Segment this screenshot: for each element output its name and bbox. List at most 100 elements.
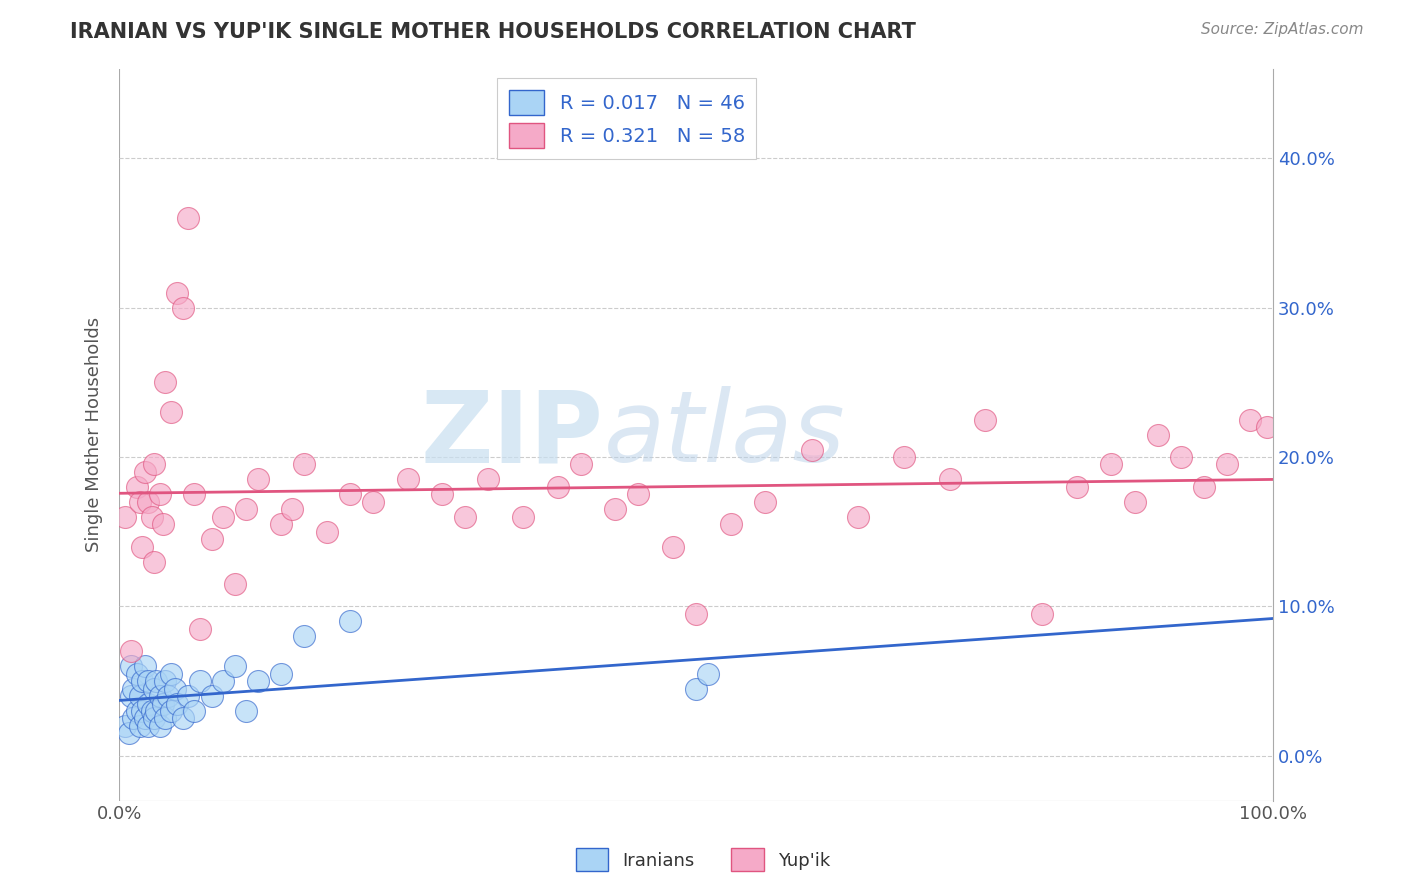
Point bbox=[1192, 480, 1215, 494]
Point bbox=[339, 615, 361, 629]
Point bbox=[183, 487, 205, 501]
Point bbox=[172, 711, 194, 725]
Point bbox=[125, 704, 148, 718]
Point bbox=[188, 622, 211, 636]
Point bbox=[166, 697, 188, 711]
Point bbox=[149, 487, 172, 501]
Point bbox=[696, 666, 718, 681]
Point bbox=[1031, 607, 1053, 621]
Point bbox=[120, 689, 142, 703]
Point bbox=[136, 674, 159, 689]
Text: IRANIAN VS YUP'IK SINGLE MOTHER HOUSEHOLDS CORRELATION CHART: IRANIAN VS YUP'IK SINGLE MOTHER HOUSEHOL… bbox=[70, 22, 917, 42]
Point bbox=[131, 674, 153, 689]
Point bbox=[114, 719, 136, 733]
Point bbox=[129, 689, 152, 703]
Point bbox=[160, 666, 183, 681]
Point bbox=[512, 509, 534, 524]
Point bbox=[160, 405, 183, 419]
Point bbox=[155, 674, 177, 689]
Point bbox=[224, 659, 246, 673]
Text: atlas: atlas bbox=[603, 386, 845, 483]
Point bbox=[846, 509, 869, 524]
Point bbox=[893, 450, 915, 464]
Point bbox=[163, 681, 186, 696]
Point bbox=[152, 517, 174, 532]
Point bbox=[114, 509, 136, 524]
Point bbox=[177, 689, 200, 703]
Point bbox=[117, 726, 139, 740]
Point bbox=[200, 532, 222, 546]
Point bbox=[720, 517, 742, 532]
Point bbox=[1256, 420, 1278, 434]
Point bbox=[270, 517, 292, 532]
Point bbox=[200, 689, 222, 703]
Point bbox=[152, 697, 174, 711]
Point bbox=[142, 711, 165, 725]
Point bbox=[316, 524, 339, 539]
Point bbox=[685, 607, 707, 621]
Point bbox=[166, 285, 188, 300]
Point bbox=[188, 674, 211, 689]
Point bbox=[1216, 458, 1239, 472]
Point bbox=[270, 666, 292, 681]
Point bbox=[477, 472, 499, 486]
Point bbox=[122, 681, 145, 696]
Point bbox=[125, 666, 148, 681]
Point bbox=[1066, 480, 1088, 494]
Legend: R = 0.017   N = 46, R = 0.321   N = 58: R = 0.017 N = 46, R = 0.321 N = 58 bbox=[498, 78, 756, 160]
Point bbox=[432, 487, 454, 501]
Point bbox=[1101, 458, 1123, 472]
Point bbox=[120, 659, 142, 673]
Legend: Iranians, Yup'ik: Iranians, Yup'ik bbox=[568, 841, 838, 879]
Point bbox=[246, 472, 269, 486]
Text: ZIP: ZIP bbox=[420, 386, 603, 483]
Point bbox=[142, 555, 165, 569]
Y-axis label: Single Mother Households: Single Mother Households bbox=[86, 317, 103, 552]
Point bbox=[149, 719, 172, 733]
Point bbox=[160, 704, 183, 718]
Point bbox=[136, 719, 159, 733]
Point bbox=[145, 704, 167, 718]
Point bbox=[141, 509, 163, 524]
Point bbox=[754, 495, 776, 509]
Point bbox=[141, 704, 163, 718]
Point bbox=[134, 711, 156, 725]
Point bbox=[1170, 450, 1192, 464]
Point bbox=[454, 509, 477, 524]
Point bbox=[235, 502, 257, 516]
Point bbox=[134, 465, 156, 479]
Point bbox=[142, 681, 165, 696]
Point bbox=[235, 704, 257, 718]
Point bbox=[292, 458, 315, 472]
Point bbox=[973, 412, 995, 426]
Point bbox=[129, 495, 152, 509]
Point bbox=[246, 674, 269, 689]
Text: Source: ZipAtlas.com: Source: ZipAtlas.com bbox=[1201, 22, 1364, 37]
Point bbox=[177, 211, 200, 225]
Point bbox=[685, 681, 707, 696]
Point bbox=[134, 659, 156, 673]
Point bbox=[292, 629, 315, 643]
Point bbox=[1146, 427, 1168, 442]
Point bbox=[129, 719, 152, 733]
Point bbox=[339, 487, 361, 501]
Point bbox=[212, 509, 235, 524]
Point bbox=[155, 711, 177, 725]
Point bbox=[136, 697, 159, 711]
Point bbox=[800, 442, 823, 457]
Point bbox=[149, 689, 172, 703]
Point bbox=[605, 502, 627, 516]
Point bbox=[142, 458, 165, 472]
Point bbox=[281, 502, 304, 516]
Point bbox=[627, 487, 650, 501]
Point bbox=[125, 480, 148, 494]
Point bbox=[136, 495, 159, 509]
Point bbox=[569, 458, 592, 472]
Point bbox=[183, 704, 205, 718]
Point bbox=[396, 472, 419, 486]
Point bbox=[1239, 412, 1261, 426]
Point bbox=[122, 711, 145, 725]
Point bbox=[1123, 495, 1146, 509]
Point bbox=[939, 472, 962, 486]
Point bbox=[145, 674, 167, 689]
